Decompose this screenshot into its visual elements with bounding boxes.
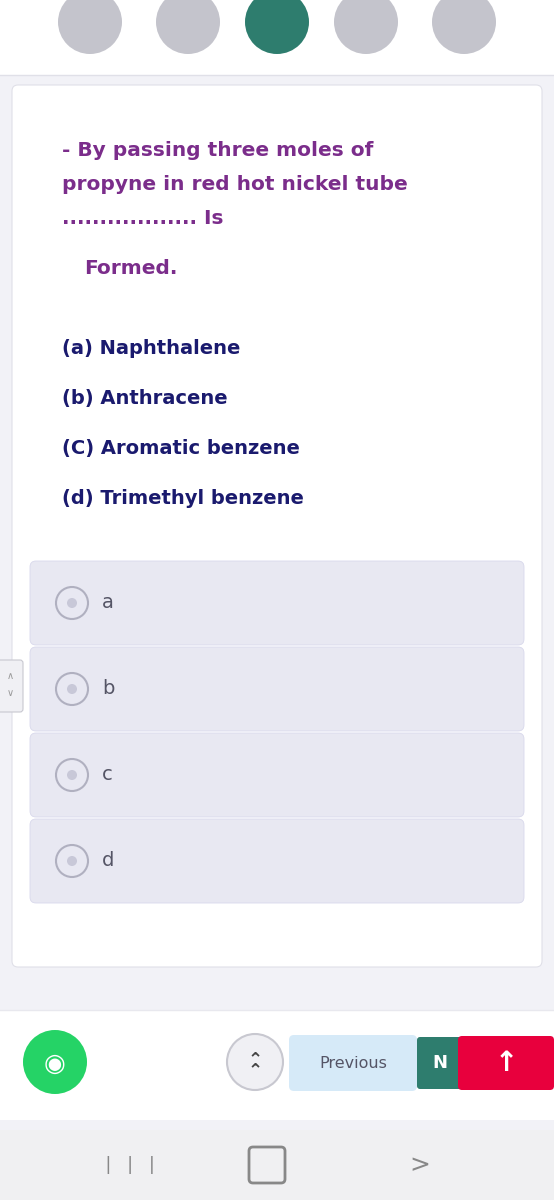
FancyBboxPatch shape [0, 1130, 554, 1200]
Circle shape [156, 0, 220, 54]
Text: ◉: ◉ [44, 1052, 66, 1076]
Text: | | |: | | | [103, 1156, 157, 1174]
Text: N: N [433, 1054, 448, 1072]
Circle shape [227, 1034, 283, 1090]
Circle shape [245, 0, 309, 54]
Text: .................. Is: .................. Is [62, 209, 223, 228]
Text: b: b [102, 679, 114, 698]
FancyBboxPatch shape [30, 647, 524, 731]
Text: d: d [102, 852, 114, 870]
Circle shape [67, 684, 77, 694]
Circle shape [67, 598, 77, 608]
FancyBboxPatch shape [458, 1036, 554, 1090]
FancyBboxPatch shape [0, 0, 554, 74]
FancyBboxPatch shape [30, 818, 524, 902]
FancyBboxPatch shape [0, 1010, 554, 1120]
Circle shape [334, 0, 398, 54]
FancyBboxPatch shape [12, 85, 542, 967]
FancyBboxPatch shape [289, 1034, 417, 1091]
Circle shape [58, 0, 122, 54]
Circle shape [56, 845, 88, 877]
FancyBboxPatch shape [30, 560, 524, 646]
Text: (C) Aromatic benzene: (C) Aromatic benzene [62, 439, 300, 458]
Text: ∧: ∧ [7, 671, 13, 680]
Circle shape [67, 770, 77, 780]
FancyBboxPatch shape [30, 733, 524, 817]
Circle shape [23, 1030, 87, 1094]
Text: ⌃: ⌃ [248, 1061, 263, 1079]
Circle shape [56, 673, 88, 704]
FancyBboxPatch shape [0, 660, 23, 712]
Text: a: a [102, 594, 114, 612]
Text: ↑: ↑ [494, 1049, 517, 1078]
Text: c: c [102, 766, 113, 785]
Circle shape [432, 0, 496, 54]
Circle shape [67, 856, 77, 866]
FancyBboxPatch shape [417, 1037, 463, 1090]
Text: Previous: Previous [319, 1056, 387, 1070]
Text: (b) Anthracene: (b) Anthracene [62, 389, 228, 408]
Text: >: > [409, 1153, 430, 1177]
Text: (a) Naphthalene: (a) Naphthalene [62, 338, 240, 358]
Text: Formed.: Formed. [84, 259, 177, 278]
Text: ⌃: ⌃ [248, 1050, 263, 1068]
Circle shape [56, 758, 88, 791]
Text: ∨: ∨ [7, 688, 13, 698]
Text: (d) Trimethyl benzene: (d) Trimethyl benzene [62, 490, 304, 508]
Text: propyne in red hot nickel tube: propyne in red hot nickel tube [62, 175, 408, 194]
Text: - By passing three moles of: - By passing three moles of [62, 140, 373, 160]
Circle shape [56, 587, 88, 619]
